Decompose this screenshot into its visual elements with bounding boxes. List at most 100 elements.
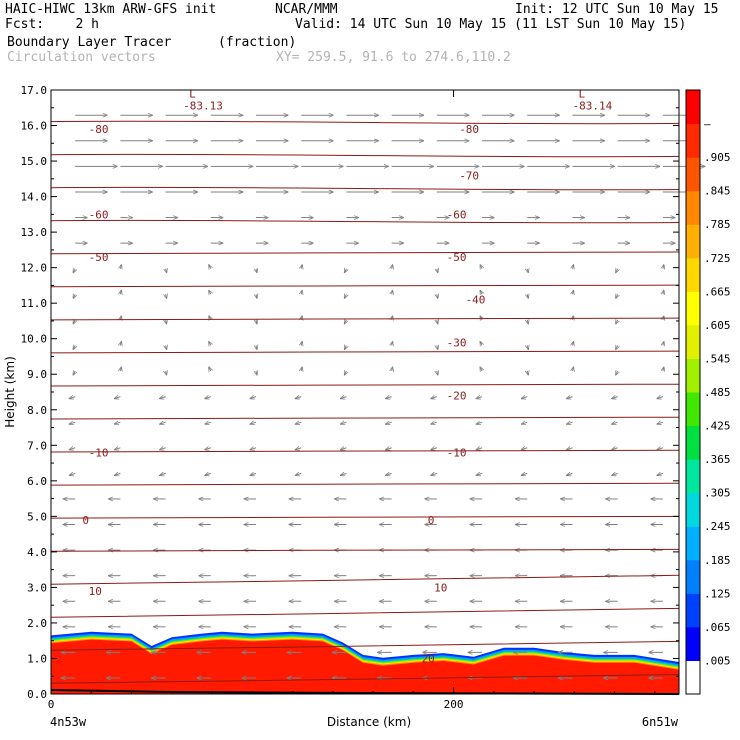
- vector-arrow: [480, 265, 482, 269]
- vector-arrow: [73, 269, 75, 273]
- y-tick-label: 10.0: [21, 333, 48, 346]
- vector-arrow: [69, 448, 76, 450]
- vector-arrow: [295, 397, 302, 399]
- colorbar-swatch: [686, 257, 700, 292]
- vector-arrow: [437, 294, 438, 298]
- vector-arrow: [205, 397, 211, 399]
- vector-arrow: [437, 345, 438, 349]
- colorbar-swatch: [686, 660, 700, 695]
- contour-label: -20: [447, 390, 467, 403]
- y-tick-label: 6.0: [27, 475, 47, 488]
- vector-arrow: [572, 290, 573, 294]
- colorbar-label: .845: [704, 185, 731, 198]
- vector-arrow: [612, 473, 618, 475]
- vector-arrow: [340, 397, 347, 399]
- vector-arrow: [616, 371, 618, 375]
- vector-arrow: [437, 371, 438, 375]
- temperature-contour: [50, 219, 680, 224]
- contour-label: -80: [89, 123, 109, 136]
- colorbar-label: –: [704, 118, 711, 131]
- temperature-contour: [50, 284, 680, 288]
- colorbar-label: .365: [704, 453, 731, 466]
- contour-label: 10: [89, 585, 102, 598]
- vector-arrow: [663, 290, 664, 294]
- vector-arrow: [250, 473, 257, 475]
- colorbar-swatch: [686, 526, 700, 561]
- temperature-contour: [50, 607, 680, 618]
- y-axis-title: Height (km): [3, 356, 17, 427]
- vector-arrow: [386, 422, 392, 424]
- vector-arrow: [527, 294, 528, 298]
- vector-arrow: [73, 345, 75, 349]
- vector-arrow: [386, 473, 392, 475]
- vector-arrow: [431, 473, 438, 475]
- vector-arrow: [616, 320, 618, 324]
- vector-arrow: [612, 422, 618, 424]
- y-tick-label: 4.0: [27, 546, 47, 559]
- init-time: Init: 12 UTC Sun 10 May 15: [515, 2, 719, 17]
- temperature-contour: [50, 251, 680, 255]
- vector-arrow: [209, 342, 211, 346]
- colorbar-label: .725: [704, 252, 731, 265]
- vector-arrow: [567, 397, 573, 399]
- vector-arrow: [250, 397, 257, 399]
- vector-arrow: [344, 320, 346, 324]
- vector-arrow: [69, 422, 76, 424]
- vector-arrow: [295, 473, 302, 475]
- vector-arrow: [166, 371, 167, 375]
- colorbar-label: .125: [704, 587, 731, 600]
- field-units: (fraction): [218, 35, 297, 50]
- contour-label: 20: [422, 652, 435, 665]
- model-title: HAIC-HIWC 13km ARW-GFS init: [5, 2, 217, 17]
- x-tick-label: 0: [48, 698, 55, 711]
- temperature-contour: [50, 548, 680, 552]
- vector-arrow: [480, 367, 482, 371]
- vector-arrow: [301, 367, 302, 371]
- colorbar-label: .425: [704, 420, 731, 433]
- contour-label: -60: [89, 208, 109, 221]
- vector-arrow: [209, 367, 211, 371]
- plot-frame: [50, 89, 680, 695]
- colorbar-label: .605: [704, 319, 731, 332]
- valid-time: Valid: 14 UTC Sun 10 May 15 (11 LST Sun …: [295, 17, 687, 32]
- vector-arrow: [114, 448, 121, 450]
- y-tick-label: 8.0: [27, 404, 47, 417]
- y-tick-label: 3.0: [27, 581, 47, 594]
- vector-arrow: [166, 345, 167, 349]
- vector-arrow: [344, 371, 346, 375]
- colorbar-label: .005: [704, 654, 731, 667]
- vector-arrow: [209, 265, 211, 269]
- y-tick-label: 16.0: [21, 120, 48, 133]
- vector-arrow: [205, 448, 211, 450]
- contour-label: 0: [428, 514, 435, 527]
- vector-arrow: [340, 473, 347, 475]
- contour-label: -80: [459, 123, 479, 136]
- contour-label: -50: [89, 251, 109, 264]
- contour-label: -50: [447, 251, 467, 264]
- vector-arrow: [114, 422, 121, 424]
- vector-arrow: [616, 345, 618, 349]
- vector-arrow: [73, 294, 75, 298]
- colorbar-swatch: [686, 392, 700, 427]
- vector-arrow: [256, 320, 257, 324]
- vector-arrow: [344, 294, 346, 298]
- vector-arrow: [250, 448, 257, 450]
- y-tick-label: 17.0: [21, 84, 48, 97]
- colorbar-swatch: [686, 559, 700, 594]
- vector-arrow: [392, 342, 393, 346]
- colorbar-swatch: [686, 324, 700, 359]
- vector-arrow: [616, 294, 618, 298]
- vector-arrow: [73, 371, 75, 375]
- low-marker: L: [579, 87, 586, 100]
- colorbar-label: .665: [704, 285, 731, 298]
- vector-arrow: [657, 397, 664, 399]
- vector-label: Circulation vectors: [7, 50, 156, 65]
- vector-arrow: [301, 290, 302, 294]
- vector-arrow: [521, 473, 528, 475]
- vector-arrow: [567, 473, 573, 475]
- temperature-contour: [50, 449, 680, 453]
- colorbar-label: .245: [704, 520, 731, 533]
- vector-arrow: [301, 265, 302, 269]
- vector-arrow: [476, 397, 483, 399]
